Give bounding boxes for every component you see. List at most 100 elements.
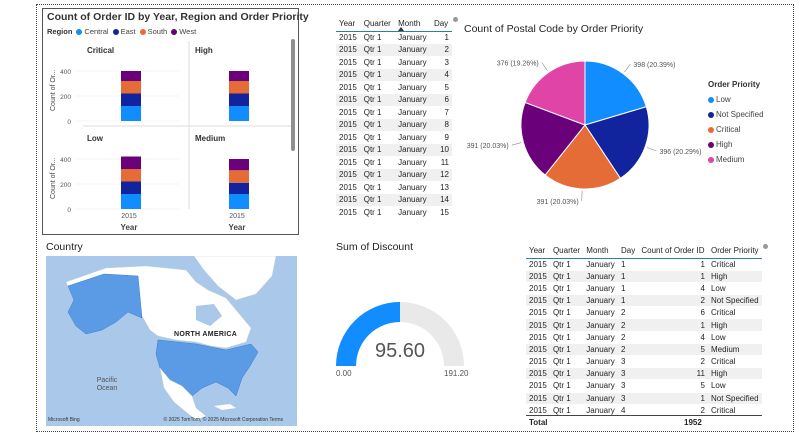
table-cell: 14 <box>430 193 452 207</box>
table-row[interactable]: 2015 Qtr 1 January 1 2 Not Specified <box>526 294 762 308</box>
table-row[interactable]: 2015 Qtr 1 January 4 2 Critical <box>526 404 762 415</box>
bar-segment-south[interactable] <box>121 169 141 182</box>
table-cell: January <box>583 392 618 405</box>
bar-segment-east[interactable] <box>121 93 141 107</box>
pie-slice-critical[interactable] <box>544 124 622 190</box>
column-header-month[interactable]: Month <box>583 243 618 259</box>
bar-segment-west[interactable] <box>121 71 141 81</box>
date-table[interactable]: Year Quarter Month Day 2015 Qtr 1 January 1… <box>336 16 452 218</box>
legend-item-low[interactable]: Low <box>708 92 764 107</box>
visual-options-icon[interactable] <box>763 244 768 249</box>
bar-segment-south[interactable] <box>121 81 141 94</box>
leader-line <box>541 62 548 71</box>
table-row[interactable]: 2015 Qtr 1 January 3 1 Not Specified <box>526 392 762 405</box>
bar-segment-east[interactable] <box>229 93 249 107</box>
column-header-quarter[interactable]: Quarter <box>360 16 396 32</box>
legend-item-critical[interactable]: Critical <box>708 122 764 137</box>
legend-item-west[interactable]: West <box>171 27 196 36</box>
bar-segment-east[interactable] <box>229 182 249 194</box>
pie-slice-not-specified[interactable] <box>584 106 650 180</box>
table-cell: January <box>583 270 618 283</box>
table-cell: 2 <box>618 343 639 357</box>
east-dot-icon <box>112 28 119 35</box>
table-row[interactable]: 2015 Qtr 1 January 11 <box>336 156 452 169</box>
table-row[interactable]: 2015 Qtr 1 January 10 <box>336 143 452 157</box>
table-row[interactable]: 2015 Qtr 1 January 3 2 Critical <box>526 355 762 369</box>
legend-item-medium[interactable]: Medium <box>708 152 764 167</box>
column-header-count[interactable]: Count of Order ID <box>638 243 708 259</box>
bar-segment-central[interactable] <box>229 194 249 209</box>
table-cell: Qtr 1 <box>549 306 584 320</box>
bar-segment-central[interactable] <box>121 106 141 121</box>
table-row[interactable]: 2015 Qtr 1 January 8 <box>336 118 452 132</box>
table-row[interactable]: 2015 Qtr 1 January 2 4 Low <box>526 331 762 344</box>
pie-slice-high[interactable] <box>520 101 586 176</box>
table-row[interactable]: 2015 Qtr 1 January 2 1 High <box>526 318 762 332</box>
table-cell: Qtr 1 <box>360 131 396 144</box>
table-row[interactable]: 2015 Qtr 1 January 14 <box>336 193 452 207</box>
table-row[interactable]: 2015 Qtr 1 January 7 <box>336 106 452 119</box>
table-cell: 2015 <box>526 294 550 308</box>
legend-item-central[interactable]: Central <box>76 27 109 36</box>
pie-chart[interactable]: 398 (20.39%) 396 (20.29%) 391 (20.03%) 391 … <box>460 20 770 220</box>
table-header: Year Quarter Month Day <box>336 16 452 32</box>
table-row[interactable]: 2015 Qtr 1 January 13 <box>336 181 452 194</box>
country-map[interactable]: NORTH AMERICA Pacific Ocean Microsoft Bi… <box>46 256 297 426</box>
bar-segment-west[interactable] <box>121 156 141 170</box>
column-header-quarter[interactable]: Quarter <box>549 243 584 259</box>
table-row[interactable]: 2015 Qtr 1 January 2 <box>336 43 452 57</box>
legend-dot-icon <box>708 111 714 118</box>
chart-title: Count of Order ID by Year, Region and Or… <box>47 11 309 23</box>
table-row[interactable]: 2015 Qtr 1 January 6 <box>336 93 452 107</box>
pie-slice-low[interactable] <box>584 60 647 126</box>
table-cell: 2015 <box>336 81 361 94</box>
table-cell: 1 <box>430 31 452 44</box>
table-row[interactable]: 2015 Qtr 1 January 3 11 High <box>526 367 762 381</box>
table-row[interactable]: 2015 Qtr 1 January 2 5 Medium <box>526 343 762 357</box>
legend-item-east[interactable]: East <box>112 27 136 36</box>
visual-options-icon[interactable] <box>453 17 458 22</box>
pie-slice-medium[interactable] <box>524 60 586 126</box>
data-label: 391 (20.03%) <box>467 143 509 150</box>
bar-segment-central[interactable] <box>121 194 141 209</box>
bar-segment-west[interactable] <box>229 71 249 81</box>
bar-segment-south[interactable] <box>229 81 249 94</box>
map-land <box>65 256 277 421</box>
small-multiples-chart[interactable]: Count of Order ID by Year, Region and Or… <box>42 8 309 235</box>
orders-table[interactable]: Year Quarter Month Day Count of Order ID… <box>526 243 762 415</box>
column-header-priority[interactable]: Order Priority <box>707 243 762 259</box>
bar-segment-central[interactable] <box>229 106 249 121</box>
gauge-fill <box>336 302 400 366</box>
table-row[interactable]: 2015 Qtr 1 January 2 6 Critical <box>526 306 762 320</box>
column-header-day[interactable]: Day <box>430 16 452 32</box>
table-cell: January <box>395 106 431 119</box>
bar-segment-west[interactable] <box>229 159 249 171</box>
discount-gauge[interactable]: 95.60 0.00 191.20 <box>330 290 480 390</box>
bar-segment-east[interactable] <box>121 181 141 195</box>
column-header-day[interactable]: Day <box>618 243 639 259</box>
table-row[interactable]: 2015 Qtr 1 January 5 <box>336 81 452 94</box>
column-header-year[interactable]: Year <box>336 16 361 32</box>
legend-item-not-specified[interactable]: Not Specified <box>708 107 764 122</box>
table-cell: January <box>583 331 618 344</box>
table-row[interactable]: 2015 Qtr 1 January 1 <box>336 31 452 44</box>
table-cell: January <box>395 93 431 107</box>
table-row[interactable]: 2015 Qtr 1 January 3 <box>336 56 452 69</box>
column-header-month[interactable]: Month <box>395 16 431 32</box>
table-row[interactable]: 2015 Qtr 1 January 9 <box>336 131 452 144</box>
table-row[interactable]: 2015 Qtr 1 January 4 <box>336 68 452 82</box>
map-credit[interactable]: © 2025 TomTom, © 2025 Microsoft Corporat… <box>163 417 283 423</box>
table-cell: 2 <box>618 318 639 332</box>
bar-segment-south[interactable] <box>229 170 249 183</box>
table-row[interactable]: 2015 Qtr 1 January 1 1 High <box>526 270 762 283</box>
vertical-scrollbar[interactable] <box>291 39 295 151</box>
legend-item-south[interactable]: South <box>139 27 167 36</box>
table-row[interactable]: 2015 Qtr 1 January 12 <box>336 168 452 182</box>
table-cell: January <box>395 118 431 132</box>
table-row[interactable]: 2015 Qtr 1 January 1 4 Low <box>526 282 762 296</box>
table-row[interactable]: 2015 Qtr 1 January 15 <box>336 206 452 218</box>
column-header-year[interactable]: Year <box>526 243 550 259</box>
legend-item-high[interactable]: High <box>708 137 764 152</box>
table-row[interactable]: 2015 Qtr 1 January 3 5 Low <box>526 379 762 393</box>
table-row[interactable]: 2015 Qtr 1 January 1 1 Critical <box>526 258 762 271</box>
